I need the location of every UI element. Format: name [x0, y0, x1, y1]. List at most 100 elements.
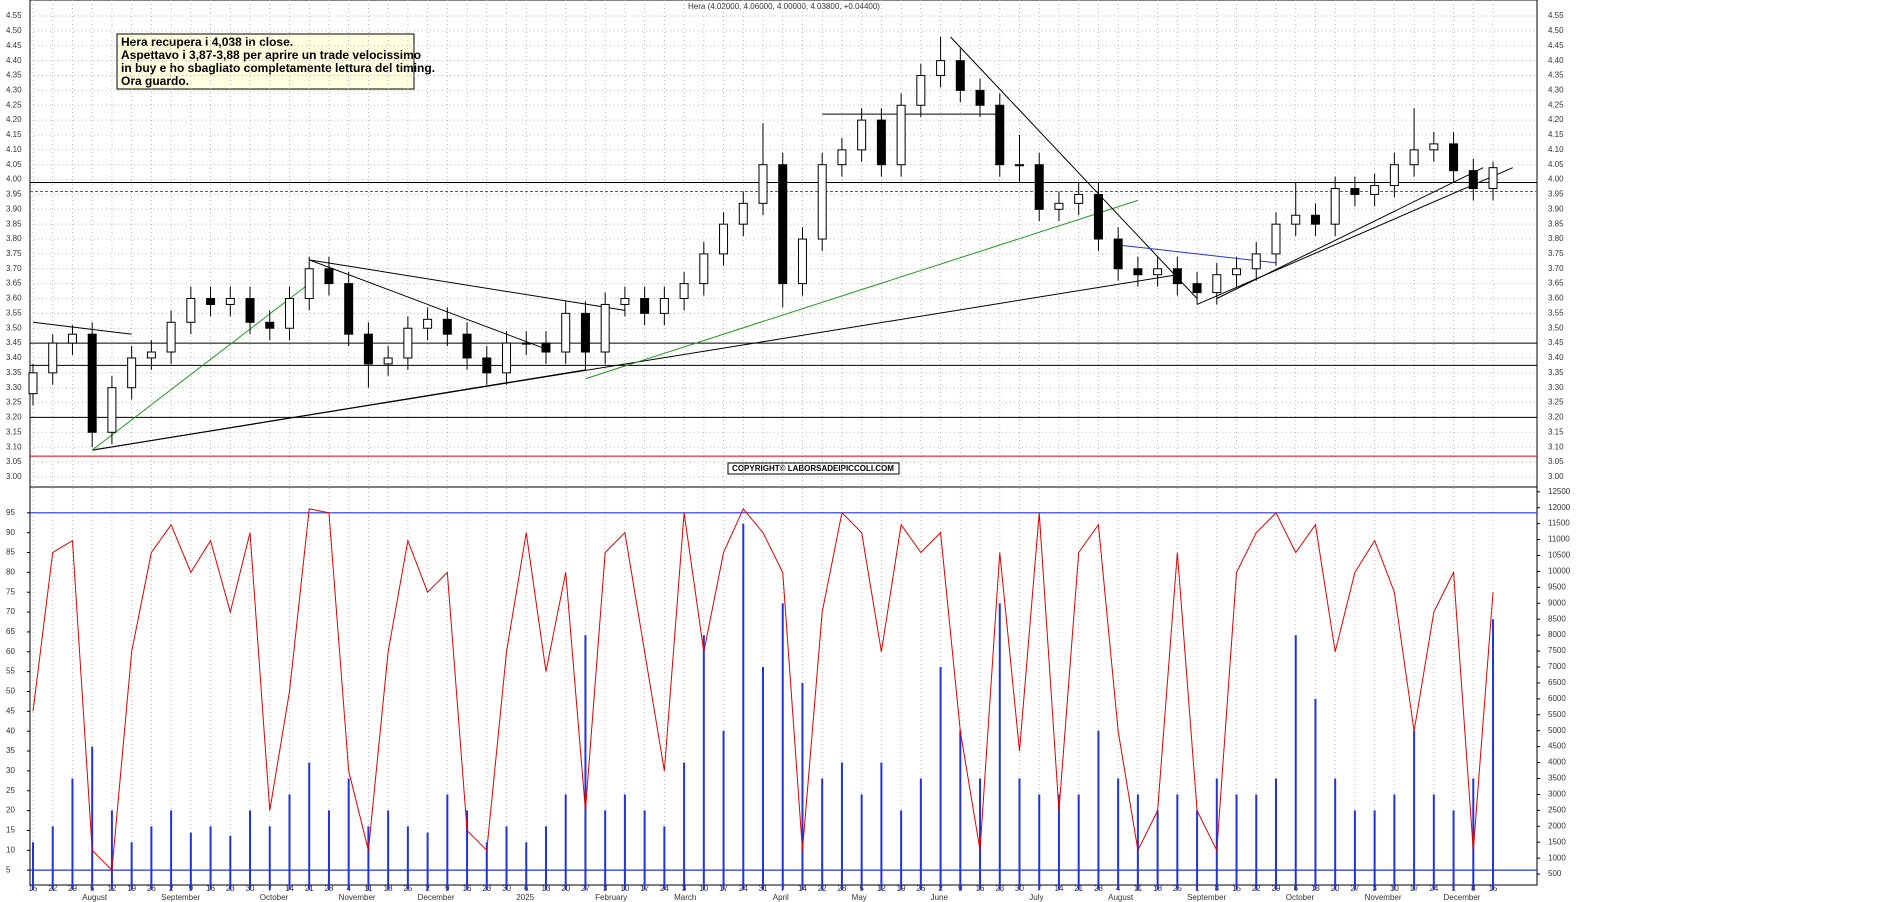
volume-bar: [1452, 810, 1455, 890]
volume-bar: [1077, 794, 1080, 890]
osc-tick-label: 95: [6, 508, 15, 517]
candle-body: [817, 164, 827, 240]
y-tick-label: 4.55: [6, 11, 22, 20]
candle-body: [640, 298, 650, 314]
month-label: December: [418, 893, 455, 902]
y-tick-label: 3.80: [6, 234, 22, 243]
volume-bar: [564, 794, 567, 890]
candle-body: [304, 268, 314, 300]
y-tick-label: 3.60: [6, 294, 22, 303]
volume-bar: [525, 842, 528, 890]
trendline: [91, 283, 310, 451]
y-tick-label-right: 3.85: [1548, 219, 1564, 228]
candle-body: [1468, 170, 1478, 189]
candle-body: [383, 357, 393, 365]
candle-body: [620, 298, 630, 305]
volume-bar: [229, 835, 232, 890]
osc-tick-label: 45: [6, 706, 15, 715]
volume-bar: [130, 842, 133, 890]
osc-tick-label: 75: [6, 587, 15, 596]
y-tick-label: 4.00: [6, 175, 22, 184]
annotation-frame: [116, 33, 415, 90]
candle-body: [1409, 149, 1419, 166]
volume-tick-label: 8000: [1548, 630, 1566, 639]
volume-bar: [367, 826, 370, 890]
candle-body: [127, 357, 137, 389]
volume-bar: [604, 810, 607, 890]
volume-tick-label: 2500: [1548, 805, 1566, 814]
y-tick-label-right: 3.35: [1548, 368, 1564, 377]
candle-body: [758, 164, 768, 204]
candle-body: [1192, 283, 1202, 294]
candle-body: [1074, 193, 1084, 204]
y-tick-label-right: 3.15: [1548, 427, 1564, 436]
volume-bar: [466, 810, 469, 890]
volume-bar: [919, 778, 922, 890]
candle-body: [1153, 268, 1163, 276]
y-tick-label: 4.10: [6, 145, 22, 154]
osc-tick-label: 15: [6, 826, 15, 835]
volume-bar: [821, 778, 824, 890]
candle-body: [1133, 268, 1143, 276]
volume-bar: [327, 810, 330, 890]
candle-body: [738, 202, 748, 225]
volume-bar: [268, 826, 271, 890]
candle-body: [857, 119, 867, 151]
volume-bar: [1156, 810, 1159, 890]
volume-bar: [150, 826, 153, 890]
volume-bar: [51, 826, 54, 890]
volume-bar: [801, 682, 804, 890]
volume-bar: [110, 810, 113, 890]
volume-bar: [406, 826, 409, 890]
candle-body: [462, 333, 472, 359]
annotation-box: Hera recupera i 4,038 in close. Aspettav…: [116, 33, 435, 90]
y-tick-label: 3.25: [6, 398, 22, 407]
y-tick-label: 4.15: [6, 130, 22, 139]
candle-body: [186, 298, 196, 323]
candle-body: [1054, 202, 1064, 210]
volume-tick-label: 9000: [1548, 598, 1566, 607]
volume-bar: [1334, 778, 1337, 890]
volume-tick-label: 12500: [1548, 487, 1571, 496]
month-label: November: [1365, 893, 1402, 902]
trendline: [585, 199, 1139, 380]
volume-bar: [1097, 730, 1100, 890]
candle-body: [1113, 238, 1123, 270]
candle-body: [1251, 253, 1261, 270]
y-tick-label-right: 3.60: [1548, 294, 1564, 303]
candle-body: [1291, 214, 1301, 225]
y-tick-label: 3.85: [6, 219, 22, 228]
y-tick-label: 4.50: [6, 26, 22, 35]
candle-body: [936, 60, 946, 77]
volume-bar: [722, 730, 725, 890]
month-label: April: [773, 893, 789, 902]
y-tick-label-right: 3.50: [1548, 323, 1564, 332]
volume-bar: [1393, 794, 1396, 890]
volume-bar: [446, 794, 449, 890]
y-tick-label-right: 4.55: [1548, 11, 1564, 20]
month-label: September: [1187, 893, 1226, 902]
y-tick-label-right: 3.55: [1548, 308, 1564, 317]
candle-body: [166, 321, 176, 353]
volume-tick-label: 2000: [1548, 821, 1566, 830]
volume-bar: [623, 794, 626, 890]
candle-body: [1271, 223, 1281, 255]
candle-body: [265, 321, 275, 329]
volume-bar: [1215, 778, 1218, 890]
volume-bar: [1294, 635, 1297, 890]
osc-tick-label: 20: [6, 806, 15, 815]
candle-body: [1389, 164, 1399, 187]
volume-bar: [840, 762, 843, 890]
candle-body: [1350, 187, 1360, 195]
y-tick-label-right: 4.15: [1548, 130, 1564, 139]
volume-bar: [781, 603, 784, 890]
volume-bar: [1413, 730, 1416, 890]
volume-tick-label: 5500: [1548, 710, 1566, 719]
osc-tick-label: 90: [6, 528, 15, 537]
volume-bar: [900, 810, 903, 890]
month-label: June: [931, 893, 949, 902]
volume-bar: [1274, 778, 1277, 890]
volume-tick-label: 6500: [1548, 678, 1566, 687]
candle-body: [67, 333, 77, 344]
month-label: November: [339, 893, 376, 902]
